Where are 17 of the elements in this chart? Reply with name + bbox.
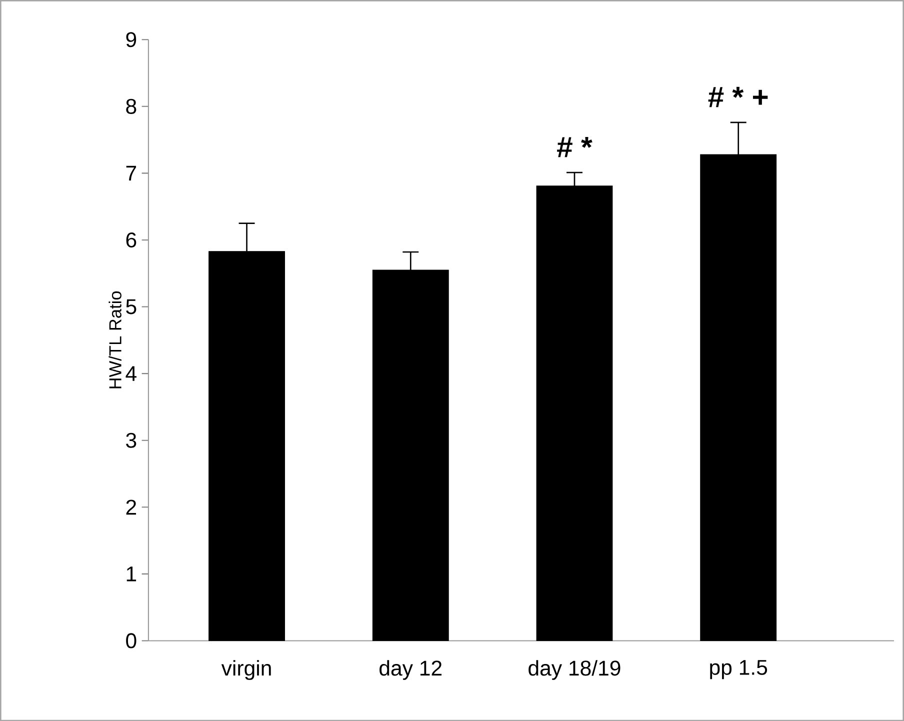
y-tick-label: 5	[126, 299, 136, 314]
x-tick-label: pp 1.5	[710, 660, 768, 680]
y-tick-label: 2	[126, 500, 136, 514]
annotation: # * +	[708, 86, 768, 107]
y-tick-label: 0	[126, 633, 136, 648]
annotation: # *	[557, 136, 592, 158]
y-tick-label: 8	[126, 98, 136, 114]
y-tick-label: 1	[126, 566, 136, 582]
y-axis-title: HW/TL Ratio	[108, 291, 122, 388]
x-tick-label: day 12	[380, 660, 442, 680]
y-tick-label: 6	[126, 232, 136, 248]
x-tick-label: day 18/19	[528, 660, 620, 680]
x-tick-label: virgin	[221, 660, 271, 680]
y-tick-label: 4	[126, 366, 136, 381]
y-tick-label: 7	[126, 166, 136, 180]
y-tick-label: 9	[126, 32, 136, 48]
y-tick-label: 3	[126, 432, 136, 448]
